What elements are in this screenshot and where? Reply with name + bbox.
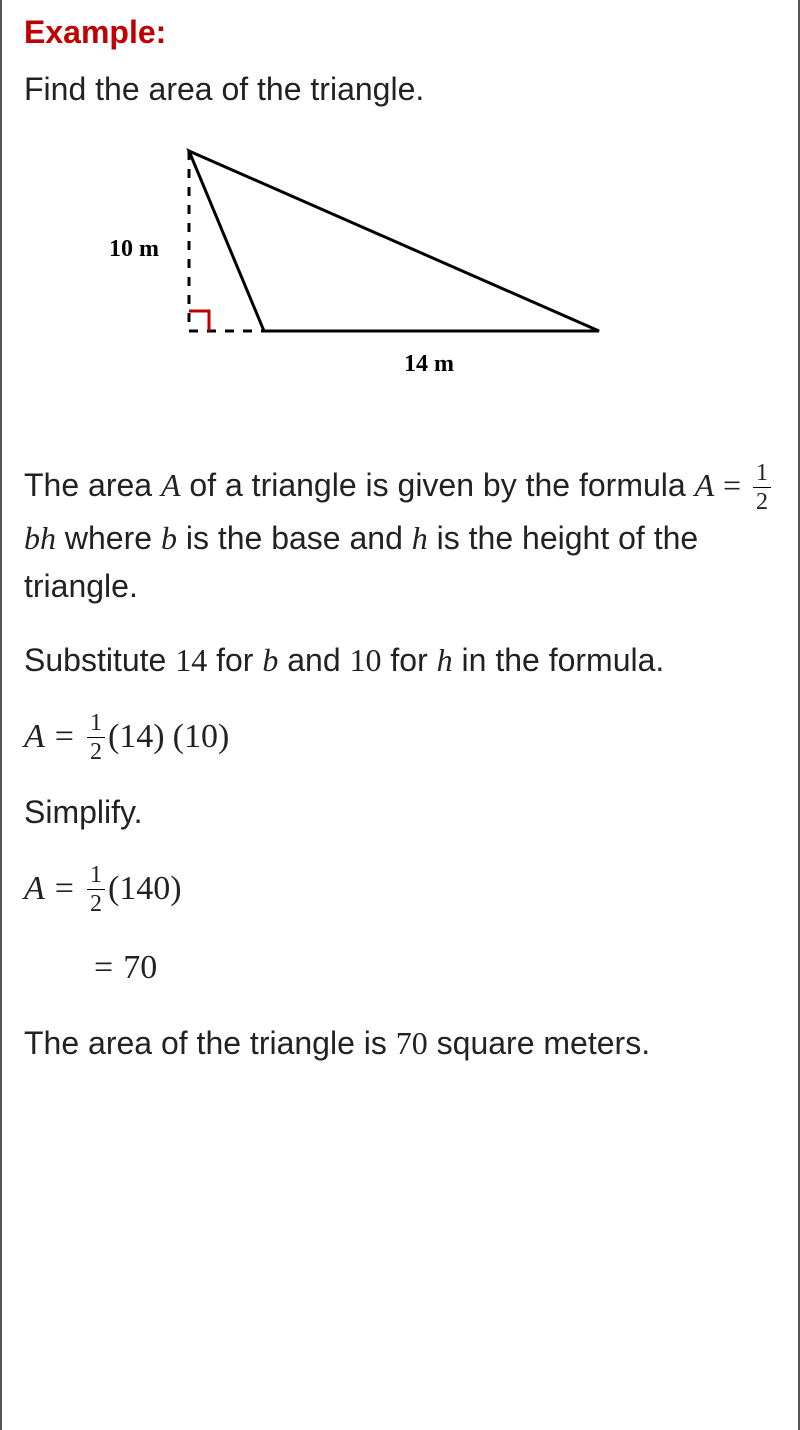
text: The area of the triangle is xyxy=(24,1025,396,1061)
lparen: ( xyxy=(173,710,184,764)
equals-sign: = xyxy=(94,941,113,995)
equation-substituted: A = 12 (14) (10) xyxy=(24,710,776,764)
var-A: A xyxy=(161,467,181,503)
value-height: 10 xyxy=(184,710,218,764)
equation-simplify-1: A = 12 (140) xyxy=(24,862,776,916)
example-heading: Example: xyxy=(24,14,776,51)
value-base: 14 xyxy=(175,642,207,678)
problem-prompt: Find the area of the triangle. xyxy=(24,71,776,108)
value-area: 70 xyxy=(123,941,157,995)
value-product: 140 xyxy=(119,862,170,916)
text: for xyxy=(207,642,262,678)
value-area: 70 xyxy=(396,1025,428,1061)
text: and xyxy=(278,642,349,678)
simplify-label: Simplify. xyxy=(24,788,776,836)
numerator: 1 xyxy=(753,461,771,488)
right-angle-marker xyxy=(189,311,209,331)
var-A: A xyxy=(695,467,715,503)
text: Substitute xyxy=(24,642,175,678)
lparen: ( xyxy=(108,710,119,764)
value-height: 10 xyxy=(350,642,382,678)
var-bh: bh xyxy=(24,520,56,556)
height-label: 10 m xyxy=(109,236,159,262)
triangle-shape xyxy=(189,151,599,331)
fraction-half: 12 xyxy=(87,711,105,764)
rparen: ) xyxy=(170,862,181,916)
var-h: h xyxy=(437,642,453,678)
lparen: ( xyxy=(108,862,119,916)
equals-sign: = xyxy=(55,862,74,916)
var-A: A xyxy=(24,862,45,916)
equation-result: = 70 xyxy=(84,941,776,995)
text: The area xyxy=(24,467,161,503)
var-h: h xyxy=(412,520,428,556)
formula-explanation: The area A of a triangle is given by the… xyxy=(24,461,776,610)
rparen: ) xyxy=(153,710,164,764)
fraction-half: 12 xyxy=(753,461,771,514)
var-b: b xyxy=(161,520,177,556)
triangle-figure: 10 m 14 m xyxy=(34,136,776,411)
text: for xyxy=(382,642,437,678)
denominator: 2 xyxy=(753,488,771,514)
value-base: 14 xyxy=(119,710,153,764)
numerator: 1 xyxy=(87,863,105,890)
text: square meters. xyxy=(428,1025,650,1061)
base-label: 14 m xyxy=(404,351,454,377)
fraction-half: 12 xyxy=(87,863,105,916)
equals-sign: = xyxy=(55,710,74,764)
var-b: b xyxy=(262,642,278,678)
denominator: 2 xyxy=(87,738,105,764)
triangle-svg: 10 m 14 m xyxy=(34,136,624,406)
text: of a triangle is given by the formula xyxy=(181,467,695,503)
denominator: 2 xyxy=(87,890,105,916)
equals-sign: = xyxy=(723,467,741,503)
numerator: 1 xyxy=(87,711,105,738)
substitution-instruction: Substitute 14 for b and 10 for h in the … xyxy=(24,636,776,684)
text: where xyxy=(56,520,161,556)
rparen: ) xyxy=(218,710,229,764)
text: in the formula. xyxy=(453,642,665,678)
var-A: A xyxy=(24,710,45,764)
conclusion: The area of the triangle is 70 square me… xyxy=(24,1019,776,1067)
text: is the base and xyxy=(177,520,412,556)
example-box: Example: Find the area of the triangle. … xyxy=(0,0,800,1430)
